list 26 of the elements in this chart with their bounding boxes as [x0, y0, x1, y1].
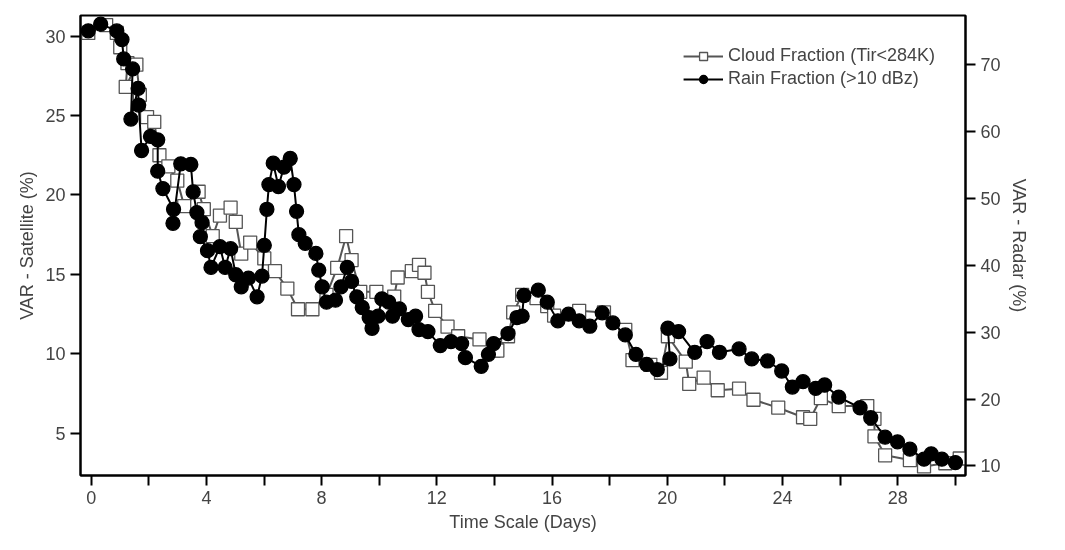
x-tick-label: 4 [201, 487, 212, 508]
y2-tick-label: 70 [980, 55, 1001, 76]
y2-tick-label: 40 [980, 255, 1001, 276]
legend-label: Cloud Fraction (Tir<284K) [728, 45, 935, 66]
x-axis-title: Time Scale (Days) [449, 511, 597, 532]
x-tick-label: 24 [772, 487, 793, 508]
y-tick-label: 20 [45, 185, 66, 206]
y-tick-label: 10 [45, 344, 66, 365]
y2-axis-title: VAR - Radar (%) [1008, 178, 1029, 313]
legend-label: Rain Fraction (>10 dBz) [728, 68, 919, 89]
x-tick-label: 0 [86, 487, 97, 508]
y-tick-label: 25 [45, 106, 66, 127]
y2-tick-label: 30 [980, 322, 1001, 343]
y2-tick-label: 20 [980, 389, 1001, 410]
y-tick-label: 30 [45, 26, 66, 47]
x-tick-label: 20 [657, 487, 678, 508]
y2-tick-label: 60 [980, 122, 1001, 143]
x-tick-label: 28 [887, 487, 908, 508]
y2-tick-label: 50 [980, 189, 1001, 210]
y-tick-label: 15 [45, 264, 66, 285]
y2-tick-label: 10 [980, 456, 1001, 477]
y-tick-label: 5 [55, 423, 66, 444]
x-tick-label: 8 [316, 487, 327, 508]
x-tick-label: 16 [542, 487, 563, 508]
y-axis-title: VAR - Satellite (%) [17, 171, 38, 320]
x-tick-label: 12 [426, 487, 447, 508]
